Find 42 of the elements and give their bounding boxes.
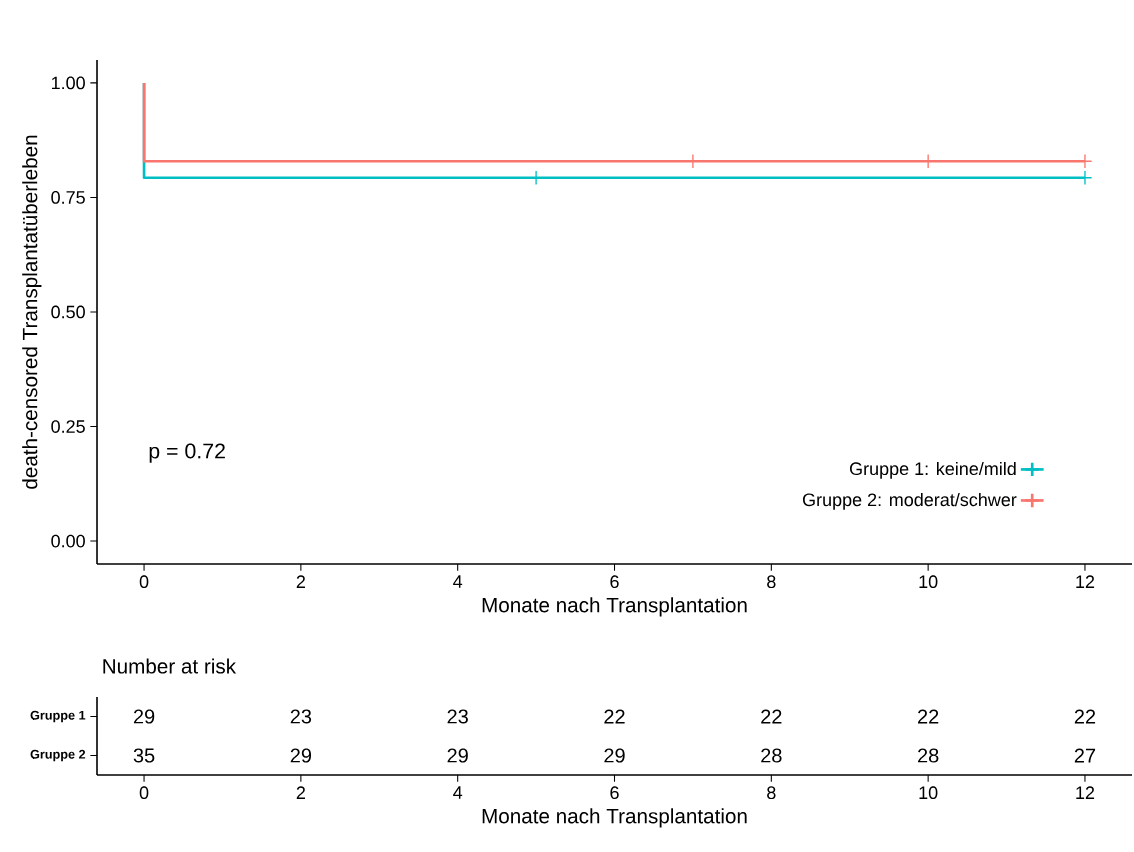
x-tick-label: 12 — [1076, 575, 1095, 588]
y-tick-label: Gruppe 1 — [30, 710, 86, 723]
x-axis-title: Monate nach Transplantation — [482, 808, 747, 828]
x-tick-label: 10 — [919, 786, 938, 800]
data-label: 29 — [604, 748, 625, 763]
data-label: 29 — [133, 709, 155, 724]
x-tick-label: 12 — [1076, 786, 1095, 799]
x-tick-label: 4 — [453, 786, 463, 799]
y-tick-label: 0.75 — [51, 191, 85, 204]
x-tick-label: 0 — [139, 786, 149, 800]
legend-label: Gruppe 2: moderat/schwer — [802, 492, 1017, 510]
x-axis-title: Monate nach Transplantation — [482, 597, 747, 617]
x-tick-label: 6 — [610, 786, 619, 800]
data-label: 29 — [290, 748, 312, 763]
x-tick-label: 10 — [919, 575, 938, 589]
data-label: 27 — [1074, 748, 1096, 763]
y-tick-label: 0.00 — [51, 534, 85, 548]
y-tick-label: 0.25 — [51, 420, 85, 433]
data-label: 22 — [918, 709, 939, 724]
data-label: 22 — [1074, 709, 1096, 724]
data-label: 23 — [447, 709, 468, 724]
legend-label: Gruppe 1: keine/mild — [849, 461, 1016, 479]
x-tick-label: 6 — [610, 575, 619, 589]
x-tick-label: 2 — [296, 575, 305, 588]
x-tick-label: 8 — [767, 575, 776, 589]
x-tick-label: 4 — [453, 575, 463, 588]
x-tick-label: 0 — [139, 575, 149, 589]
y-tick-label: Gruppe 2 — [30, 749, 86, 762]
data-label: 29 — [447, 748, 468, 763]
data-label: 23 — [290, 709, 312, 724]
chart-title: Number at risk — [103, 658, 237, 674]
y-tick-label: 1.00 — [51, 76, 85, 90]
data-label: 22 — [604, 709, 625, 724]
x-tick-label: 8 — [767, 786, 776, 800]
data-label: 35 — [133, 748, 155, 763]
x-tick-label: 2 — [296, 786, 305, 799]
y-axis-title: death-censored Transplantatüberleben — [22, 135, 42, 489]
annotation: p = 0.72 — [149, 443, 225, 463]
data-label: 28 — [761, 748, 782, 763]
y-tick-label: 0.50 — [51, 305, 85, 319]
data-label: 22 — [761, 709, 782, 724]
data-label: 28 — [918, 748, 939, 763]
